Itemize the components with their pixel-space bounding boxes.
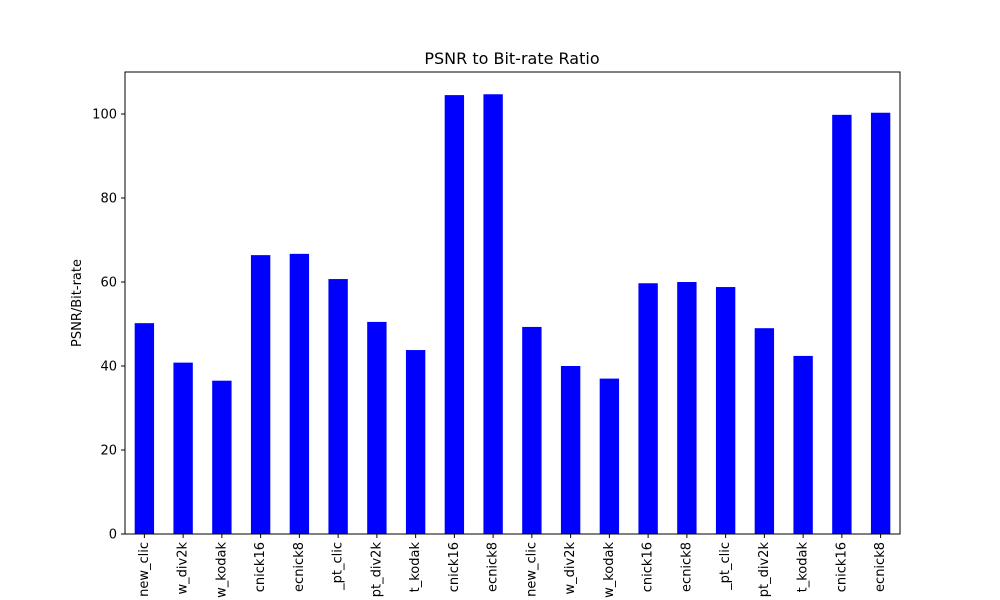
x-tick-label: cnick16	[834, 542, 849, 592]
x-tick-label: new_clic	[524, 542, 539, 597]
x-tick-label: t_kodak	[796, 542, 811, 593]
plot-frame	[124, 71, 901, 535]
y-tick-label: 20	[100, 444, 117, 459]
x-tick-label: pt_div2k	[757, 542, 772, 598]
bar	[677, 282, 697, 534]
x-tick-label: w_kodak	[214, 542, 229, 598]
bar	[483, 94, 503, 534]
bars-group	[134, 94, 891, 535]
x-tick-label: w_div2k	[176, 542, 191, 595]
x-tick-label: w_kodak	[602, 542, 617, 598]
x-tick-label: cnick16	[253, 542, 268, 592]
bar	[134, 323, 155, 534]
x-tick-label: pt_div2k	[369, 542, 384, 598]
x-tick-label: new_clic	[137, 542, 152, 597]
bar	[289, 253, 310, 535]
y-tick-label: 100	[92, 108, 117, 123]
bar	[367, 321, 387, 534]
x-tick-label: ecnick8	[486, 542, 501, 592]
x-tick-label: ecnick8	[873, 542, 888, 592]
bar	[328, 279, 348, 534]
bar	[638, 283, 658, 534]
x-tick-label: cnick16	[447, 542, 462, 592]
x-tick-label: cnick16	[641, 542, 656, 592]
bar	[715, 287, 736, 534]
y-axis-ticks: 0 20 40 60 80 100	[92, 108, 125, 543]
bar	[754, 328, 775, 534]
x-tick-label: ecnick8	[679, 542, 694, 592]
chart-title: PSNR to Bit-rate Ratio	[424, 49, 599, 68]
y-tick-label: 40	[100, 360, 117, 375]
x-tick-label: _pt_clic	[331, 542, 346, 591]
x-tick-label: t_kodak	[408, 542, 423, 593]
x-tick-label: _pt_clic	[718, 542, 733, 591]
y-tick-label: 60	[100, 276, 117, 291]
bar	[173, 362, 193, 534]
bar	[793, 355, 813, 534]
bar	[405, 350, 426, 534]
bar	[832, 114, 852, 534]
y-tick-label: 80	[100, 192, 117, 207]
bar	[870, 112, 891, 535]
x-tick-label: w_div2k	[563, 542, 578, 595]
y-tick-label: 0	[109, 528, 117, 543]
bar	[560, 366, 581, 534]
y-axis-label: PSNR/Bit-rate	[70, 259, 85, 347]
bar	[250, 255, 271, 534]
bar	[522, 326, 542, 534]
bar	[444, 95, 465, 534]
x-tick-label: ecnick8	[292, 542, 307, 592]
bar	[212, 380, 232, 534]
x-axis-ticks: new_clic w_div2k w_kodak cnick16 ecnick8 _pt_…	[137, 534, 888, 598]
bar	[599, 378, 620, 534]
